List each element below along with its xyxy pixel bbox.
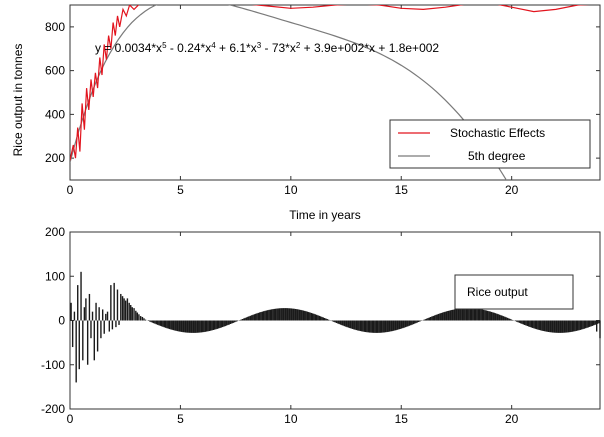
bottom-plot: 0 5 10 15 20 -200 -100 0 100 200 Rice output (41, 225, 601, 426)
equation-exponent: 5 (162, 41, 167, 50)
legend-label-rice-output: Rice output (467, 285, 528, 299)
equation-term: - 73*x (261, 41, 296, 55)
equation-term: + 6.1*x (216, 41, 257, 55)
y-tick-label: 100 (45, 269, 65, 283)
x-tick-label: 20 (505, 412, 519, 426)
x-tick-label: 5 (177, 183, 184, 197)
series-group (70, 271, 601, 383)
x-tick-label: 0 (67, 183, 74, 197)
y-tick-label: -100 (41, 358, 65, 372)
y-axis-label: Rice output in tonnes (11, 44, 25, 157)
equation-term: + 3.9e+002*x + 1.8e+002 (300, 41, 439, 55)
axis-ticks: 0 5 10 15 20 -200 -100 0 100 200 (41, 225, 600, 426)
legend-box (389, 119, 591, 169)
x-tick-label: 0 (67, 412, 74, 426)
equation-exponent: 3 (257, 41, 262, 50)
equation-term: - 0.24*x (167, 41, 212, 55)
x-tick-label: 20 (505, 183, 519, 197)
y-tick-label: 400 (45, 107, 65, 121)
y-tick-label: 800 (45, 20, 65, 34)
y-tick-label: 200 (45, 225, 65, 239)
axis-ticks: 0 5 10 15 20 200 400 600 800 (45, 5, 600, 197)
legend-box (454, 274, 574, 310)
y-tick-label: 0 (58, 314, 65, 328)
series-group (70, 5, 590, 180)
x-tick-label: 15 (395, 183, 409, 197)
x-axis-label: Time in years (289, 208, 361, 222)
equation-exponent: 2 (296, 41, 301, 50)
x-tick-label: 15 (395, 412, 409, 426)
equation-exponent: 4 (211, 41, 216, 50)
y-tick-label: 600 (45, 64, 65, 78)
y-tick-label: 200 (45, 151, 65, 165)
y-tick-label: -200 (41, 402, 65, 416)
legend: Stochastic Effects 5th degree (389, 119, 591, 169)
x-tick-label: 10 (284, 412, 298, 426)
series-line-5th-degree (70, 5, 508, 180)
series-line-stochastic-effects (70, 5, 590, 161)
legend-label-5th-degree: 5th degree (468, 149, 526, 163)
legend-label-stochastic: Stochastic Effects (450, 126, 545, 140)
x-tick-label: 5 (177, 412, 184, 426)
legend: Rice output (454, 274, 574, 310)
equation-term: y = 0.0034*x (95, 41, 162, 55)
x-tick-label: 10 (284, 183, 298, 197)
equation-label: y = 0.0034*x5 - 0.24*x4 + 6.1*x3 - 73*x2… (95, 41, 439, 56)
